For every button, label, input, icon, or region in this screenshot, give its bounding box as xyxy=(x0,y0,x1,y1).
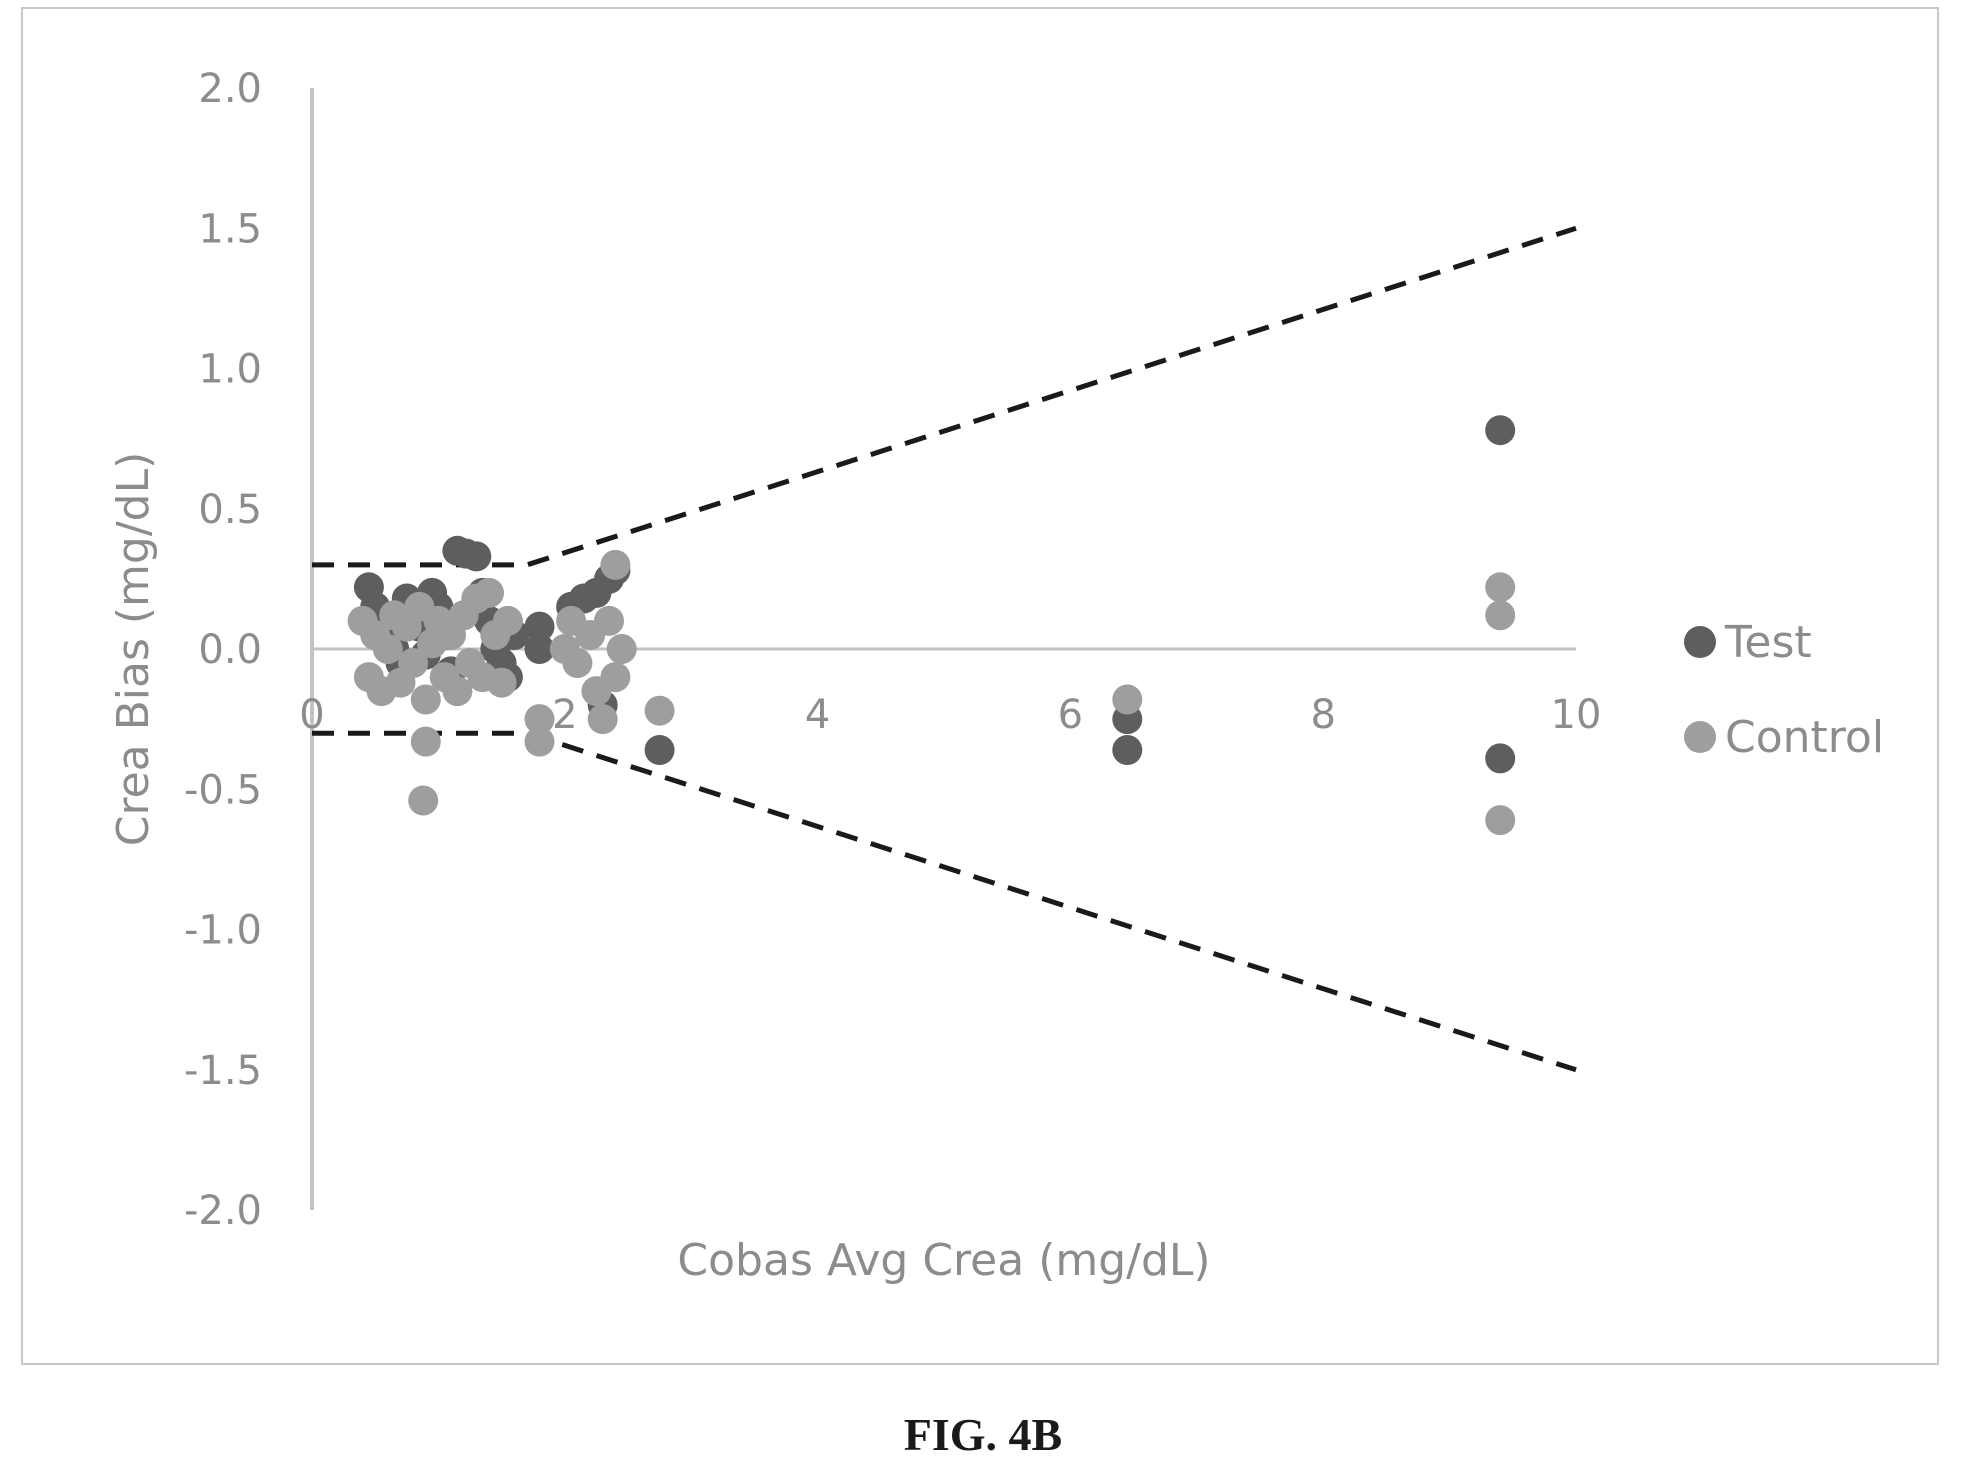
test-point xyxy=(524,634,555,664)
y-axis-title: Crea Bias (mg/dL) xyxy=(108,452,159,847)
control-point xyxy=(1112,684,1143,715)
data-points xyxy=(347,415,1516,836)
legend-marker-control xyxy=(1684,721,1716,753)
y-tick-label: -1.0 xyxy=(184,908,262,954)
legend-marker-test xyxy=(1684,626,1716,658)
test-point xyxy=(461,541,492,572)
x-tick-labels: 0 2 4 6 8 10 xyxy=(299,692,1601,738)
control-point xyxy=(474,577,504,608)
y-tick-label: 2.0 xyxy=(198,66,262,112)
upper-limit-line xyxy=(312,225,1577,568)
test-point xyxy=(1112,735,1143,765)
control-point xyxy=(442,676,473,707)
control-point xyxy=(410,726,441,757)
x-tick-label: 6 xyxy=(1058,692,1083,738)
x-tick-label: 4 xyxy=(805,692,830,738)
y-tick-label: 0.5 xyxy=(198,487,262,533)
test-point xyxy=(524,611,555,642)
x-axis-title: Cobas Avg Crea (mg/dL) xyxy=(677,1235,1210,1286)
legend: Test Control xyxy=(1684,617,1884,763)
control-point xyxy=(1485,805,1516,836)
control-point xyxy=(398,648,429,678)
y-tick-label: 1.0 xyxy=(198,347,262,393)
test-point xyxy=(644,735,675,765)
y-tick-label: 0.0 xyxy=(198,627,262,673)
legend-label-test: Test xyxy=(1724,617,1812,668)
figure-caption: FIG. 4B xyxy=(903,1409,1063,1460)
test-point xyxy=(1485,415,1516,446)
y-tick-label: -1.5 xyxy=(184,1048,262,1094)
chart-frame xyxy=(21,7,1939,1365)
control-point xyxy=(606,634,637,664)
control-point xyxy=(410,684,441,715)
control-point xyxy=(524,704,555,735)
control-point xyxy=(486,667,517,698)
control-point xyxy=(594,605,624,636)
y-tick-label: 1.5 xyxy=(198,206,262,252)
x-tick-label: 2 xyxy=(552,692,577,738)
y-tick-labels: 2.0 1.5 1.0 0.5 0.0 -0.5 -1.0 -1.5 -2.0 xyxy=(184,66,262,1234)
control-point xyxy=(1485,572,1516,603)
control-point xyxy=(644,695,675,726)
control-point xyxy=(408,785,439,816)
limit-lines xyxy=(312,225,1577,1073)
x-tick-label: 10 xyxy=(1551,692,1602,738)
x-tick-label: 0 xyxy=(299,692,324,738)
control-point xyxy=(492,605,523,636)
x-tick-label: 8 xyxy=(1310,692,1335,738)
control-point xyxy=(524,726,555,757)
y-tick-label: -2.0 xyxy=(184,1188,262,1234)
control-point xyxy=(600,662,631,693)
test-point xyxy=(1485,743,1516,774)
y-tick-label: -0.5 xyxy=(184,767,262,813)
control-point xyxy=(587,704,618,735)
control-point xyxy=(1485,600,1516,631)
legend-label-control: Control xyxy=(1725,712,1884,763)
control-point xyxy=(372,634,403,664)
control-point xyxy=(600,549,631,580)
lower-limit-line xyxy=(312,730,1577,1073)
control-point xyxy=(562,648,593,678)
